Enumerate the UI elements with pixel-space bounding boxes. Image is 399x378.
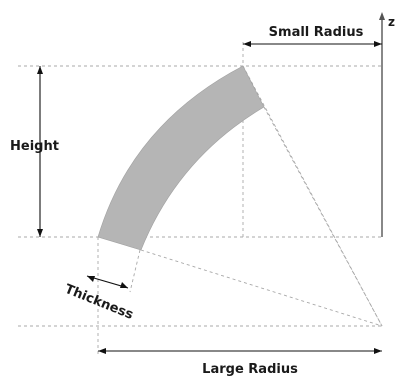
large-radius-arrowhead-left [98,348,106,354]
small-radius-arrowhead-right [374,41,382,47]
pipe-arc-segment [97,65,265,251]
radial-guide-bottom [140,249,383,327]
small-radius-label: Small Radius [269,25,364,40]
large-radius-label: Large Radius [202,362,298,377]
z-axis-label: z [388,15,395,29]
height-arrowhead-bottom [37,229,43,237]
large-radius-arrowhead-right [374,348,382,354]
thickness-extension-guide [129,249,141,293]
z-axis-arrowhead [379,12,385,20]
radial-guide-top-inner [242,65,383,327]
height-label: Height [10,139,59,154]
small-radius-arrowhead-left [243,41,251,47]
thickness-arrowhead-left [87,276,95,282]
thickness-arrowhead-right [120,282,128,288]
height-arrowhead-top [37,66,43,74]
